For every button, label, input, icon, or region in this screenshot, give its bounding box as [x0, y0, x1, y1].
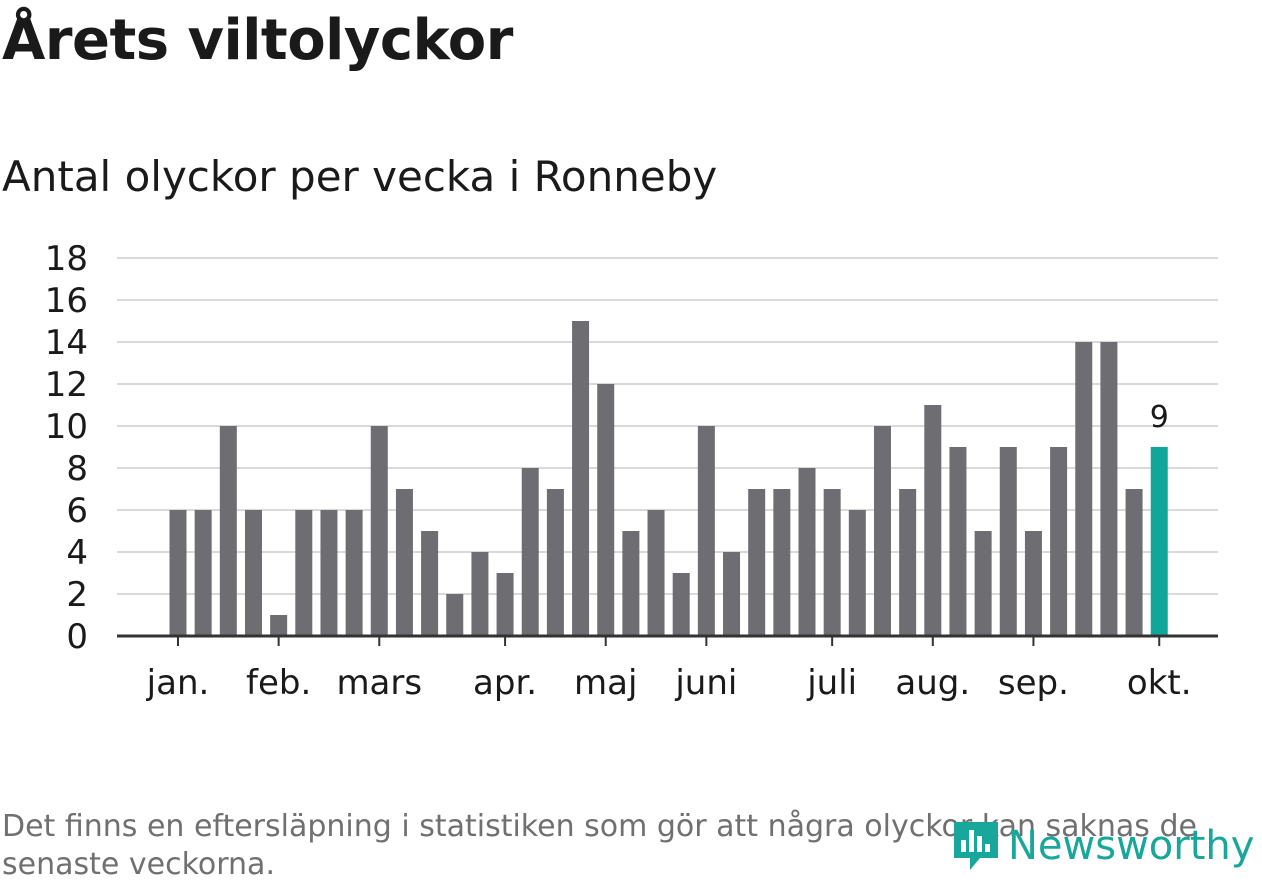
y-tick-label: 10 [45, 407, 88, 447]
x-tick-label: mars [336, 663, 422, 703]
bar-highlight [1150, 447, 1168, 636]
bar [395, 489, 413, 636]
bar [370, 426, 388, 636]
x-tick-label: juni [674, 663, 737, 703]
bar [1125, 489, 1143, 636]
x-tick-label: sep. [998, 663, 1069, 703]
bar [496, 573, 514, 636]
x-tick-label: jan. [146, 663, 210, 703]
bar [672, 573, 690, 636]
newsworthy-logo: Newsworthy [950, 818, 1254, 874]
bar [899, 489, 917, 636]
chart-subtitle: Antal olyckor per vecka i Ronneby [2, 152, 718, 201]
bar [848, 510, 866, 636]
newsworthy-logo-icon [954, 822, 998, 870]
y-tick-label: 12 [45, 365, 88, 405]
bars [169, 321, 1168, 636]
bar [471, 552, 489, 636]
bar [270, 615, 288, 636]
bar [597, 384, 615, 636]
bar [748, 489, 766, 636]
x-tick-label: juli [806, 663, 857, 703]
y-tick-label: 16 [45, 281, 88, 321]
chart-title: Årets viltolyckor [2, 8, 513, 73]
bar [295, 510, 313, 636]
grid-lines [117, 257, 1218, 595]
y-tick-label: 4 [66, 533, 88, 573]
bar [622, 531, 640, 636]
bar [1024, 531, 1042, 636]
x-tick-label: apr. [473, 663, 537, 703]
brand-name: Newsworthy [1008, 823, 1255, 869]
bar [421, 531, 439, 636]
bar [1075, 342, 1093, 636]
y-tick-label: 2 [66, 575, 88, 615]
bar [999, 447, 1017, 636]
bar [924, 405, 942, 636]
bar [697, 426, 715, 636]
y-tick-label: 0 [66, 617, 88, 657]
bar [949, 447, 967, 636]
bar [873, 426, 891, 636]
x-tick-label: okt. [1127, 663, 1192, 703]
bar [345, 510, 363, 636]
x-axis: jan. feb. mars apr. maj juni juli aug. sep. okt. [117, 634, 1218, 703]
bar [194, 510, 212, 636]
bar [572, 321, 590, 636]
bar [723, 552, 741, 636]
y-tick-label: 14 [45, 323, 88, 363]
bar [798, 468, 816, 636]
bar [320, 510, 338, 636]
x-tick-label: maj [574, 663, 637, 703]
bar [823, 489, 841, 636]
bar [974, 531, 992, 636]
bar [546, 489, 564, 636]
bar [773, 489, 791, 636]
bar [647, 510, 665, 636]
data-labels: 9 [1150, 400, 1169, 435]
y-tick-label: 6 [66, 491, 88, 531]
bar [521, 468, 539, 636]
y-tick-label: 18 [45, 239, 88, 279]
bar [244, 510, 262, 636]
bar [169, 510, 187, 636]
bar [219, 426, 237, 636]
y-tick-label: 8 [66, 449, 88, 489]
x-tick-label: feb. [246, 663, 311, 703]
data-label: 9 [1150, 400, 1169, 435]
bar [446, 594, 464, 636]
x-tick-label: aug. [895, 663, 970, 703]
bar [1100, 342, 1118, 636]
bar [1050, 447, 1068, 636]
